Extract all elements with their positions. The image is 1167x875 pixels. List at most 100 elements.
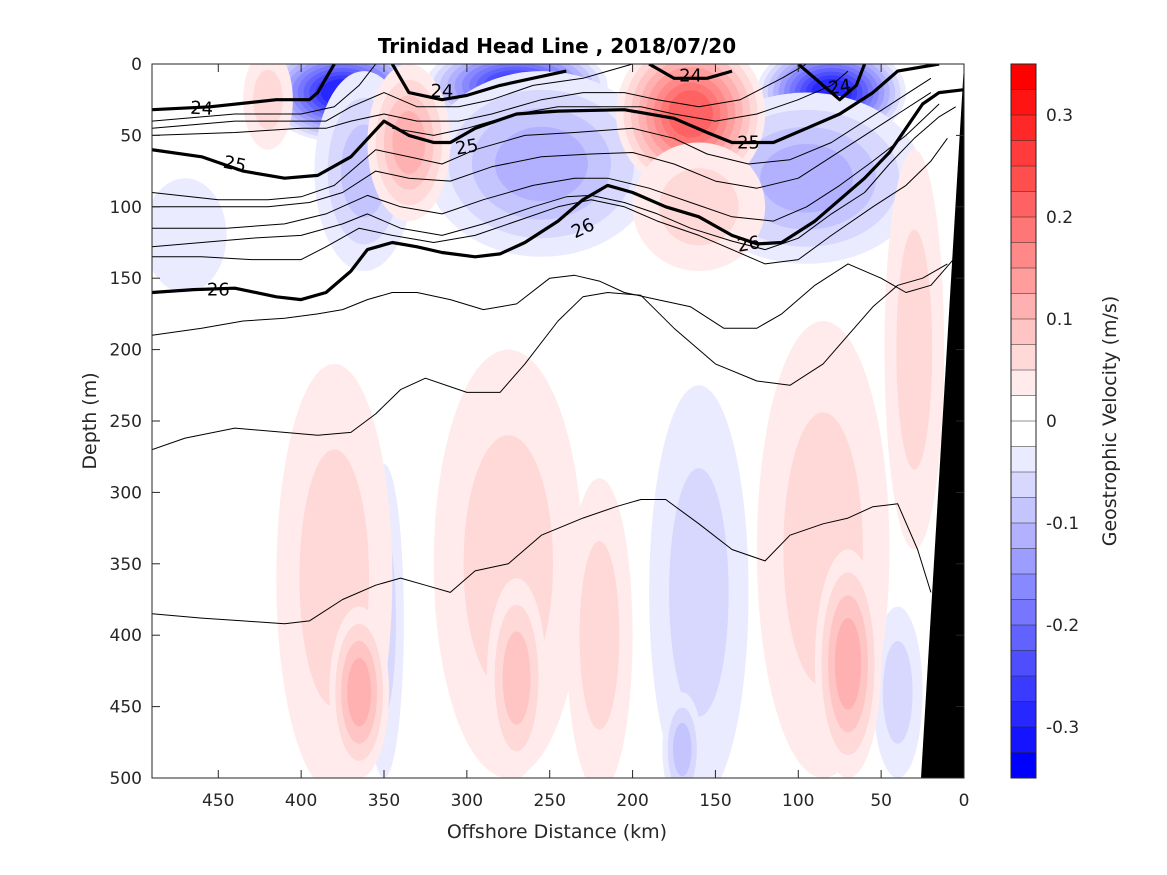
x-tick-label: 250 [533,791,565,811]
colorbar-swatch [1011,650,1036,677]
colorbar-swatch [1011,676,1036,702]
colorbar-swatch [1011,268,1036,294]
isopycnal [152,64,807,136]
colorbar-swatch [1011,370,1036,396]
contour-label: 24 [827,75,853,99]
isopycnal [152,77,932,201]
contour-label: 25 [737,133,760,154]
colorbar-swatch [1011,242,1036,269]
colorbar-swatch [1011,497,1036,524]
velocity-band [579,540,620,730]
y-tick-label: 0 [131,55,142,75]
colorbar-tick-label: -0.3 [1046,718,1079,738]
y-tick-label: 350 [110,555,142,575]
colorbar-swatch [1011,89,1036,116]
x-tick-label: 200 [616,791,648,811]
y-tick-label: 100 [110,198,142,218]
y-tick-label: 150 [110,269,142,289]
x-tick-label: 450 [202,791,234,811]
isopycnal [152,92,932,208]
colorbar-swatch [1011,140,1036,167]
contour-label: 24 [430,81,454,103]
isopycnal [152,64,377,122]
y-tick-label: 450 [110,698,142,718]
colorbar-label: Geostrophic Velocity (m/s) [1099,296,1121,546]
velocity-band [502,631,531,725]
colorbar-swatch [1011,548,1036,575]
colorbar-tick-label: -0.2 [1046,616,1079,636]
x-tick-label: 50 [870,791,892,811]
colorbar-swatch [1011,752,1036,779]
velocity-band [347,658,372,727]
isopycnal [152,263,948,451]
colorbar-tick-label: 0.3 [1046,106,1073,126]
colorbar-swatch [1011,574,1036,600]
x-tick-label: 400 [285,791,317,811]
contour-label: 26 [736,232,762,257]
isopycnal-bold [648,64,733,80]
colorbar-swatch [1011,64,1036,90]
velocity-band [668,90,713,138]
y-axis-ticks: 0 50 100 150 200 250 300 350 400 450 500 [110,55,964,789]
colorbar-swatch [1011,293,1036,320]
contour-label: 26 [207,280,230,301]
colorbar-tick-label: 0.1 [1046,310,1073,330]
colorbar-swatch [1011,701,1036,728]
colorbar-swatch [1011,319,1036,345]
velocity-band [760,143,853,213]
isopycnal [152,499,932,625]
colorbar-swatch [1011,395,1036,422]
velocity-band [896,229,933,470]
isopycnal-bold [152,88,964,302]
velocity-band [495,126,588,202]
y-tick-label: 50 [120,126,142,146]
colorbar-swatch [1011,421,1036,447]
y-tick-label: 500 [110,769,142,789]
x-tick-label: 0 [959,791,970,811]
contour-label: 25 [221,152,248,177]
isopycnal [152,64,633,129]
contour-label: 24 [190,98,214,120]
colorbar-swatch [1011,115,1036,141]
isopycnal [392,70,849,136]
velocity-band [669,468,729,717]
velocity-field [152,64,945,778]
colorbar-swatch [1011,217,1036,243]
colorbar-frame [1010,63,1037,779]
colorbar-swatch [1011,446,1036,473]
x-axis-ticks: 450 400 350 300 250 200 150 100 50 0 [202,64,969,811]
x-tick-label: 100 [782,791,814,811]
chart-title: Trinidad Head Line , 2018/07/20 [378,34,736,58]
y-tick-label: 300 [110,483,142,503]
colorbar-swatch [1011,344,1036,371]
colorbar-swatch [1011,166,1036,192]
isopycnal [152,138,948,265]
isopycnal-bold [152,64,336,112]
isopycnal [152,256,957,336]
colorbar-swatch [1011,523,1036,549]
y-axis-label: Depth (m) [79,372,101,469]
colorbar-swatch [1011,472,1036,498]
isopycnal [152,103,940,229]
y-tick-label: 200 [110,341,142,361]
velocity-band [659,168,739,246]
colorbar-tick-label: -0.1 [1046,514,1079,534]
colorbar-swatch [1011,191,1036,218]
y-tick-label: 400 [110,626,142,646]
colorbar-swatch [1011,599,1036,626]
contour-label: 25 [454,135,480,160]
colorbar-swatch [1011,727,1036,753]
isopycnal-bold [152,64,940,180]
isopycnal [152,106,956,251]
velocity-band [392,111,426,174]
bathymetry-shelf [921,64,964,778]
velocity-band [673,722,692,777]
colorbar-tick-label: 0 [1046,412,1057,432]
isopycnal-bold [797,64,867,102]
contour-label: 24 [679,65,702,86]
colorbar-swatch [1011,625,1036,651]
velocity-band [152,178,227,293]
